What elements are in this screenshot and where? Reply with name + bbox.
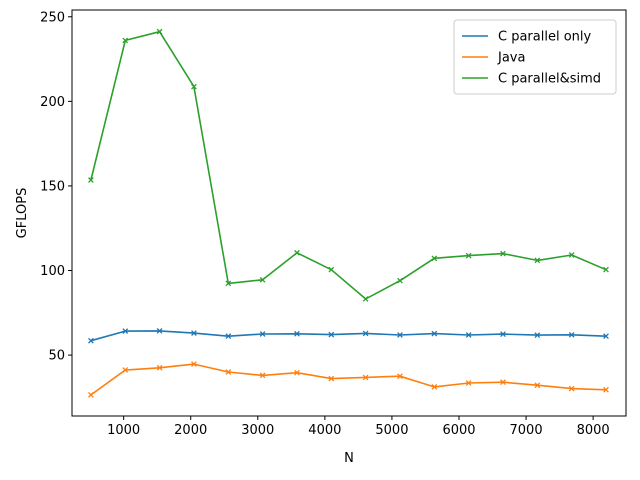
data-point [500, 250, 506, 257]
data-point [465, 332, 472, 338]
data-point [568, 385, 575, 392]
data-point [465, 380, 472, 386]
data-point [225, 280, 232, 287]
x-tick-label: 7000 [510, 423, 543, 438]
data-point [225, 333, 232, 340]
data-point [500, 379, 506, 386]
data-point [156, 328, 163, 334]
series-line [90, 30, 607, 300]
plot-frame [71, 9, 627, 417]
data-point [88, 337, 94, 344]
data-point [122, 37, 129, 44]
x-tick-label: 6000 [442, 423, 475, 438]
data-point [328, 375, 335, 382]
x-tick-label: 3000 [241, 423, 274, 438]
data-point [534, 382, 541, 389]
legend-label: C parallel&simd [498, 72, 601, 87]
data-point [534, 332, 541, 338]
data-point [259, 372, 266, 379]
data-point [191, 361, 197, 367]
y-tick-label: 100 [40, 264, 65, 279]
data-point [122, 367, 129, 373]
series-c-parallel-simd [88, 28, 609, 302]
legend-label: C parallel only [498, 30, 592, 45]
legend-label: Java [497, 51, 525, 66]
data-point [568, 252, 575, 258]
data-point [431, 255, 438, 262]
series-c-parallel-only [88, 328, 609, 344]
data-point [362, 374, 369, 381]
data-point [397, 277, 403, 284]
x-tick-label: 2000 [174, 423, 207, 438]
data-point [122, 328, 129, 334]
data-point [534, 257, 541, 264]
data-point [397, 332, 403, 338]
y-tick-label: 200 [40, 95, 65, 110]
legend: C parallel only Java C parallel&simd [453, 19, 617, 95]
data-point [603, 266, 609, 273]
data-point [328, 331, 335, 338]
data-point [603, 333, 609, 340]
data-point [191, 83, 197, 90]
data-point [294, 249, 300, 256]
data-point [259, 331, 266, 337]
data-point [362, 330, 369, 337]
data-point [88, 177, 94, 183]
y-tick-label: 150 [40, 179, 65, 194]
series-line [90, 363, 607, 396]
data-point [500, 331, 506, 337]
x-axis-ticks: 1000 2000 3000 4000 5000 6000 7000 8000 [107, 416, 610, 438]
data-point [225, 369, 232, 375]
x-axis-label: N [344, 451, 354, 466]
data-point [431, 384, 438, 390]
data-point [465, 252, 472, 259]
y-axis-label: GFLOPS [15, 188, 30, 239]
data-point [294, 330, 300, 337]
data-point [88, 391, 94, 398]
data-point [362, 296, 369, 302]
data-point [568, 331, 575, 338]
data-point [328, 266, 335, 273]
data-point [191, 330, 197, 336]
data-point [156, 364, 163, 371]
data-point [397, 373, 403, 380]
series-line [90, 330, 607, 342]
x-tick-label: 5000 [375, 423, 408, 438]
x-tick-label: 8000 [577, 423, 610, 438]
data-point [294, 369, 300, 376]
legend-box [453, 19, 617, 95]
y-tick-label: 50 [48, 349, 65, 364]
data-point [603, 386, 609, 393]
data-point [431, 330, 438, 337]
series-layer [88, 28, 609, 398]
x-tick-label: 4000 [308, 423, 341, 438]
series-java [88, 361, 609, 398]
y-axis-ticks: 50 100 150 200 250 [40, 10, 72, 364]
data-point [156, 28, 163, 35]
y-tick-label: 250 [40, 10, 65, 25]
data-point [259, 276, 266, 283]
x-tick-label: 1000 [107, 423, 140, 438]
